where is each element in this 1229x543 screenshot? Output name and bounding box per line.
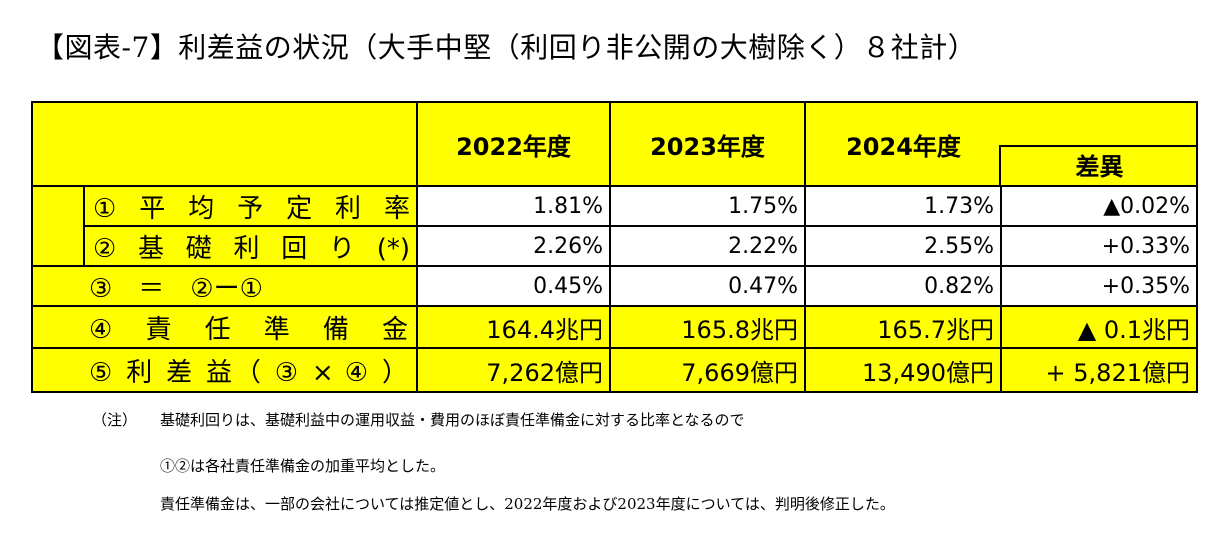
row-value: 2.55% — [804, 225, 1002, 267]
row-diff: ▲ 0.1兆円 — [1000, 305, 1198, 349]
row-label-reserves: ④ 責 任 準 備 金 — [31, 305, 418, 349]
row-value: 1.75% — [609, 185, 806, 227]
header-row: 2022年度 2023年度 2024年度 差異 — [31, 101, 1198, 187]
table-row: ⑤ 利 差 益（ ③ × ④ ） 7,262億円 7,669億円 13,490億… — [31, 347, 1198, 393]
row-value: 0.47% — [609, 265, 806, 307]
row-value: 2.26% — [416, 225, 611, 267]
row-diff: +0.33% — [1000, 225, 1198, 267]
row-label-base-yield: ② 基 礎 利 回 り (*) — [83, 225, 418, 267]
note-tag: （注） — [92, 411, 138, 429]
table-row: ③ ＝ ②ー① 0.45% 0.47% 0.82% +0.35% — [31, 265, 1198, 307]
row-value: 13,490億円 — [804, 347, 1002, 393]
row-diff: ▲0.02% — [1000, 185, 1198, 227]
table-row: ① 平 均 予 定 利 率 1.81% 1.75% 1.73% ▲0.02% — [31, 185, 1198, 267]
header-diff-cell: 差異 — [999, 101, 1198, 187]
row-value: 7,669億円 — [609, 347, 806, 393]
row-value: 2.22% — [609, 225, 806, 267]
row-label-margin-profit: ⑤ 利 差 益（ ③ × ④ ） — [31, 347, 418, 393]
page-title: 【図表-7】利差益の状況（大手中堅（利回り非公開の大樹除く）８社計） — [36, 31, 977, 64]
note-text: 基礎利回りは、基礎利益中の運用収益・費用のほぼ責任準備金に対する比率となるので — [160, 411, 745, 429]
table-row: ② 基 礎 利 回 り (*) 2.26% 2.22% 2.55% +0.33% — [32, 225, 1198, 267]
profit-margin-table: 2022年度 2023年度 2024年度 差異 ① 平 均 予 定 利 率 1.… — [31, 101, 1198, 393]
note-line-2: ①②は各社責任準備金の加重平均とした。 — [160, 457, 446, 475]
row-value: 165.7兆円 — [804, 305, 1002, 349]
header-year-2024: 2024年度 — [804, 101, 1001, 187]
row-value: 7,262億円 — [416, 347, 611, 393]
header-year-2023: 2023年度 — [609, 101, 806, 187]
header-diff-label: 差異 — [999, 145, 1198, 187]
header-corner — [31, 101, 418, 187]
table-row: ④ 責 任 準 備 金 164.4兆円 165.8兆円 165.7兆円 ▲ 0.… — [31, 305, 1198, 349]
row-label-planned-rate: ① 平 均 予 定 利 率 — [83, 185, 418, 227]
header-year-2022: 2022年度 — [416, 101, 611, 187]
row-value: 1.73% — [804, 185, 1002, 227]
note-line-1: （注） 基礎利回りは、基礎利益中の運用収益・費用のほぼ責任準備金に対する比率となる… — [92, 409, 745, 430]
row-value: 0.82% — [804, 265, 1002, 307]
row-value: 164.4兆円 — [416, 305, 611, 349]
row-label-spread: ③ ＝ ②ー① — [31, 265, 418, 307]
row-diff: + 5,821億円 — [1000, 347, 1198, 393]
row-value: 165.8兆円 — [609, 305, 806, 349]
row-value: 0.45% — [416, 265, 611, 307]
row-diff: +0.35% — [1000, 265, 1198, 307]
row-value: 1.81% — [416, 185, 611, 227]
group-spacer — [31, 185, 85, 267]
note-line-3: 責任準備金は、一部の会社については推定値とし、2022年度および2023年度につ… — [160, 495, 895, 513]
